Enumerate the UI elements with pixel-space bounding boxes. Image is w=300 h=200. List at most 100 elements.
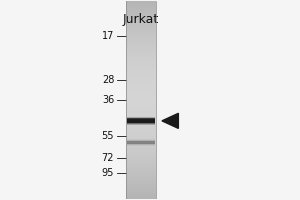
Bar — [126, 106, 156, 108]
Bar — [126, 156, 156, 158]
Bar — [126, 114, 156, 116]
Bar — [126, 5, 156, 7]
Bar — [126, 187, 156, 189]
Bar — [126, 142, 156, 144]
Bar — [126, 170, 156, 171]
Bar — [126, 15, 156, 17]
Bar — [127, 120, 155, 124]
Bar — [126, 160, 156, 162]
Bar — [126, 122, 156, 124]
Bar — [126, 66, 156, 68]
Bar — [126, 19, 156, 21]
Bar — [127, 140, 155, 142]
Bar — [126, 56, 156, 58]
Bar — [126, 104, 156, 106]
Bar — [126, 136, 156, 138]
Bar — [126, 28, 156, 30]
Bar — [126, 62, 156, 64]
Text: Jurkat: Jurkat — [123, 13, 159, 26]
Bar — [126, 110, 156, 112]
Bar — [127, 119, 155, 123]
Bar — [126, 193, 156, 195]
Bar — [127, 117, 155, 121]
Bar — [126, 181, 156, 183]
Bar — [126, 191, 156, 193]
Bar — [127, 119, 155, 123]
Bar — [126, 78, 156, 80]
Bar — [126, 94, 156, 96]
Bar — [126, 118, 156, 120]
Bar — [127, 120, 155, 125]
Bar — [126, 88, 156, 90]
Bar — [126, 116, 156, 118]
Bar — [126, 76, 156, 78]
Text: 55: 55 — [102, 131, 114, 141]
Bar — [126, 9, 156, 11]
Bar — [127, 144, 155, 146]
Bar — [126, 52, 156, 54]
Bar — [126, 74, 156, 76]
Bar — [126, 126, 156, 128]
Bar — [126, 1, 156, 3]
Bar — [126, 140, 156, 142]
Bar — [127, 141, 155, 142]
Bar — [126, 21, 156, 23]
Bar — [127, 143, 155, 144]
Bar — [126, 36, 156, 38]
Bar — [127, 141, 155, 143]
Text: 17: 17 — [102, 31, 114, 41]
Bar — [126, 124, 156, 126]
Bar — [126, 40, 156, 42]
Text: 72: 72 — [102, 153, 114, 163]
Text: 28: 28 — [102, 75, 114, 85]
Bar — [126, 195, 156, 197]
Polygon shape — [162, 113, 178, 128]
Bar — [126, 27, 156, 28]
Bar — [126, 120, 156, 122]
Bar — [126, 166, 156, 168]
Bar — [126, 189, 156, 191]
Bar — [126, 108, 156, 110]
Bar — [126, 162, 156, 164]
Bar — [126, 164, 156, 166]
Bar — [126, 183, 156, 185]
Bar — [126, 98, 156, 100]
Bar — [126, 175, 156, 177]
Bar — [126, 46, 156, 48]
Bar — [126, 128, 156, 130]
Bar — [126, 168, 156, 170]
Bar — [126, 112, 156, 114]
Bar — [126, 150, 156, 152]
Bar — [126, 197, 156, 199]
Bar — [126, 3, 156, 5]
Text: 95: 95 — [102, 168, 114, 178]
Bar — [127, 142, 155, 144]
Bar — [126, 96, 156, 98]
Bar — [126, 23, 156, 25]
Text: 36: 36 — [102, 95, 114, 105]
Bar — [126, 80, 156, 82]
Bar — [126, 130, 156, 132]
Bar — [126, 84, 156, 86]
Bar — [126, 144, 156, 146]
Bar — [126, 100, 156, 102]
Bar — [126, 70, 156, 72]
Bar — [126, 92, 156, 94]
Bar — [126, 72, 156, 74]
Bar — [126, 154, 156, 156]
Bar — [127, 118, 155, 122]
Bar — [126, 132, 156, 134]
Bar — [126, 173, 156, 175]
Bar — [126, 146, 156, 148]
Bar — [126, 185, 156, 187]
Bar — [126, 82, 156, 84]
Bar — [126, 54, 156, 56]
Bar — [126, 134, 156, 136]
Bar — [126, 25, 156, 27]
Bar — [126, 11, 156, 13]
Bar — [126, 44, 156, 46]
Bar — [126, 152, 156, 154]
Bar — [127, 143, 155, 145]
Bar — [126, 179, 156, 181]
Bar — [126, 171, 156, 173]
